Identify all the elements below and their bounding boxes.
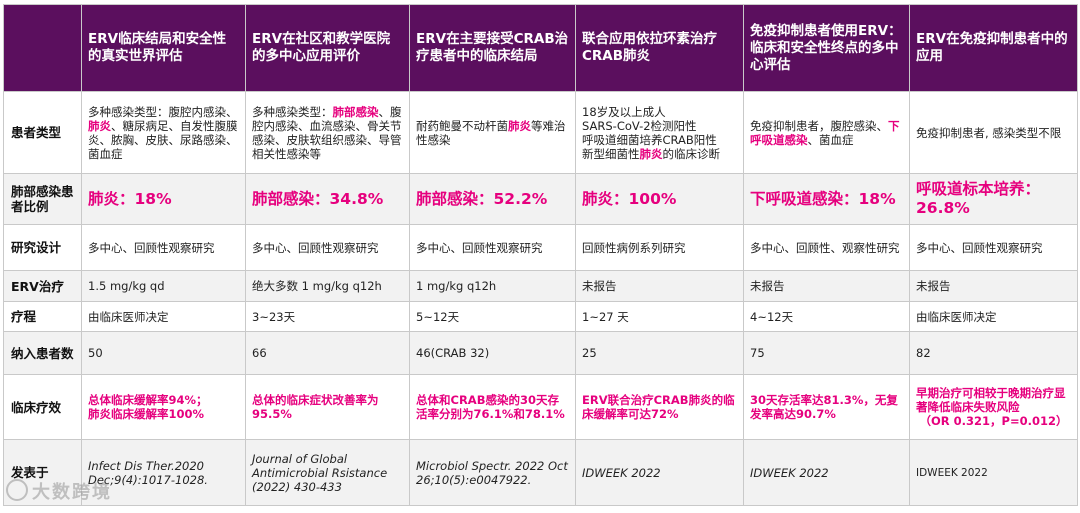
row-label: 患者类型 — [3, 91, 82, 174]
design-cell: 多中心、回顾性观察研究 — [81, 224, 246, 271]
published-cell: Microbiol Spectr. 2022 Oct 26;10(5):e004… — [409, 439, 576, 506]
course-cell: 由临床医师决定 — [81, 301, 246, 332]
row-label: 肺部感染患者比例 — [3, 173, 82, 225]
lung-infection-cell: 肺部感染：34.8% — [245, 173, 410, 225]
efficacy-cell: 总体的临床症状改善率为95.5% — [245, 374, 410, 440]
study-header: ERV临床结局和安全性的真实世界评估 — [81, 4, 246, 92]
course-cell: 1~27 天 — [575, 301, 744, 332]
lung-infection-cell: 肺炎：100% — [575, 173, 744, 225]
course-cell: 由临床医师决定 — [909, 301, 1078, 332]
study-header: ERV在免疫抑制患者中的应用 — [909, 4, 1078, 92]
enrolled-cell: 75 — [743, 331, 910, 375]
enrolled-cell: 66 — [245, 331, 410, 375]
watermark: 大数跨境 — [6, 478, 112, 504]
efficacy-cell: 总体临床缓解率94%； 肺炎临床缓解率100% — [81, 374, 246, 440]
design-cell: 回顾性病例系列研究 — [575, 224, 744, 271]
row-enrolled: 纳入患者数 50 66 46(CRAB 32) 25 75 82 — [3, 331, 1078, 375]
patient-type-cell: 多种感染类型：肺部感染、腹腔内感染、血流感染、骨关节感染、皮肤软组织感染、导管相… — [245, 91, 410, 174]
published-cell: IDWEEK 2022 — [743, 439, 910, 506]
study-header: ERV在社区和教学医院的多中心应用评价 — [245, 4, 410, 92]
erv-cell: 未报告 — [909, 270, 1078, 302]
patient-type-cell: 多种感染类型：腹腔内感染、肺炎、糖尿病足、自发性腹膜炎、脓胸、皮肤、尿路感染、菌… — [81, 91, 246, 174]
enrolled-cell: 50 — [81, 331, 246, 375]
course-cell: 3~23天 — [245, 301, 410, 332]
row-label: 研究设计 — [3, 224, 82, 271]
lung-infection-cell: 肺部感染：52.2% — [409, 173, 576, 225]
row-design: 研究设计 多中心、回顾性观察研究 多中心、回顾性观察研究 多中心、回顾性观察研究… — [3, 224, 1078, 271]
comparison-table: ERV临床结局和安全性的真实世界评估 ERV在社区和教学医院的多中心应用评价 E… — [3, 4, 1078, 506]
course-cell: 5~12天 — [409, 301, 576, 332]
published-cell: IDWEEK 2022 — [909, 439, 1078, 506]
efficacy-cell: 30天存活率达81.3%，无复发率高达90.7% — [743, 374, 910, 440]
row-label: ERV治疗 — [3, 270, 82, 302]
corner-cell — [3, 4, 82, 92]
lung-infection-cell: 肺炎：18% — [81, 173, 246, 225]
row-label: 临床疗效 — [3, 374, 82, 440]
study-header: ERV在主要接受CRAB治疗患者中的临床结局 — [409, 4, 576, 92]
erv-cell: 1 mg/kg q12h — [409, 270, 576, 302]
enrolled-cell: 46(CRAB 32) — [409, 331, 576, 375]
header-row: ERV临床结局和安全性的真实世界评估 ERV在社区和教学医院的多中心应用评价 E… — [3, 4, 1078, 92]
row-course: 疗程 由临床医师决定 3~23天 5~12天 1~27 天 4~12天 由临床医… — [3, 301, 1078, 332]
watermark-logo-icon — [6, 479, 28, 501]
erv-cell: 未报告 — [743, 270, 910, 302]
design-cell: 多中心、回顾性观察研究 — [909, 224, 1078, 271]
row-efficacy: 临床疗效 总体临床缓解率94%； 肺炎临床缓解率100% 总体的临床症状改善率为… — [3, 374, 1078, 440]
row-published: 发表于 Infect Dis Ther.2020 Dec;9(4):1017-1… — [3, 439, 1078, 506]
study-header: 免疫抑制患者使用ERV：临床和安全性终点的多中心评估 — [743, 4, 910, 92]
erv-cell: 绝大多数 1 mg/kg q12h — [245, 270, 410, 302]
design-cell: 多中心、回顾性观察研究 — [245, 224, 410, 271]
study-header: 联合应用依拉环素治疗CRAB肺炎 — [575, 4, 744, 92]
published-cell: IDWEEK 2022 — [575, 439, 744, 506]
enrolled-cell: 25 — [575, 331, 744, 375]
enrolled-cell: 82 — [909, 331, 1078, 375]
row-erv: ERV治疗 1.5 mg/kg qd 绝大多数 1 mg/kg q12h 1 m… — [3, 270, 1078, 302]
row-label: 纳入患者数 — [3, 331, 82, 375]
patient-type-cell: 免疫抑制患者, 感染类型不限 — [909, 91, 1078, 174]
efficacy-cell: 总体和CRAB感染的30天存活率分别为76.1%和78.1% — [409, 374, 576, 440]
row-patient-type: 患者类型 多种感染类型：腹腔内感染、肺炎、糖尿病足、自发性腹膜炎、脓胸、皮肤、尿… — [3, 91, 1078, 174]
lung-infection-cell: 下呼吸道感染：18% — [743, 173, 910, 225]
patient-type-cell: 18岁及以上成人 SARS-CoV-2检测阳性 呼吸道细菌培养CRAB阳性 新型… — [575, 91, 744, 174]
row-label: 疗程 — [3, 301, 82, 332]
design-cell: 多中心、回顾性观察研究 — [409, 224, 576, 271]
efficacy-cell: 早期治疗可相较于晚期治疗显著降低临床失败风险 （OR 0.321，P=0.012） — [909, 374, 1078, 440]
lung-infection-cell: 呼吸道标本培养：26.8% — [909, 173, 1078, 225]
course-cell: 4~12天 — [743, 301, 910, 332]
erv-cell: 1.5 mg/kg qd — [81, 270, 246, 302]
row-lung-infection: 肺部感染患者比例 肺炎：18% 肺部感染：34.8% 肺部感染：52.2% 肺炎… — [3, 173, 1078, 225]
efficacy-cell: ERV联合治疗CRAB肺炎的临床缓解率可达72% — [575, 374, 744, 440]
erv-cell: 未报告 — [575, 270, 744, 302]
design-cell: 多中心、回顾性、观察性研究 — [743, 224, 910, 271]
patient-type-cell: 耐药鲍曼不动杆菌肺炎等难治性感染 — [409, 91, 576, 174]
patient-type-cell: 免疫抑制患者，腹腔感染、下呼吸道感染、菌血症 — [743, 91, 910, 174]
published-cell: Journal of Global Antimicrobial Rsistanc… — [245, 439, 410, 506]
